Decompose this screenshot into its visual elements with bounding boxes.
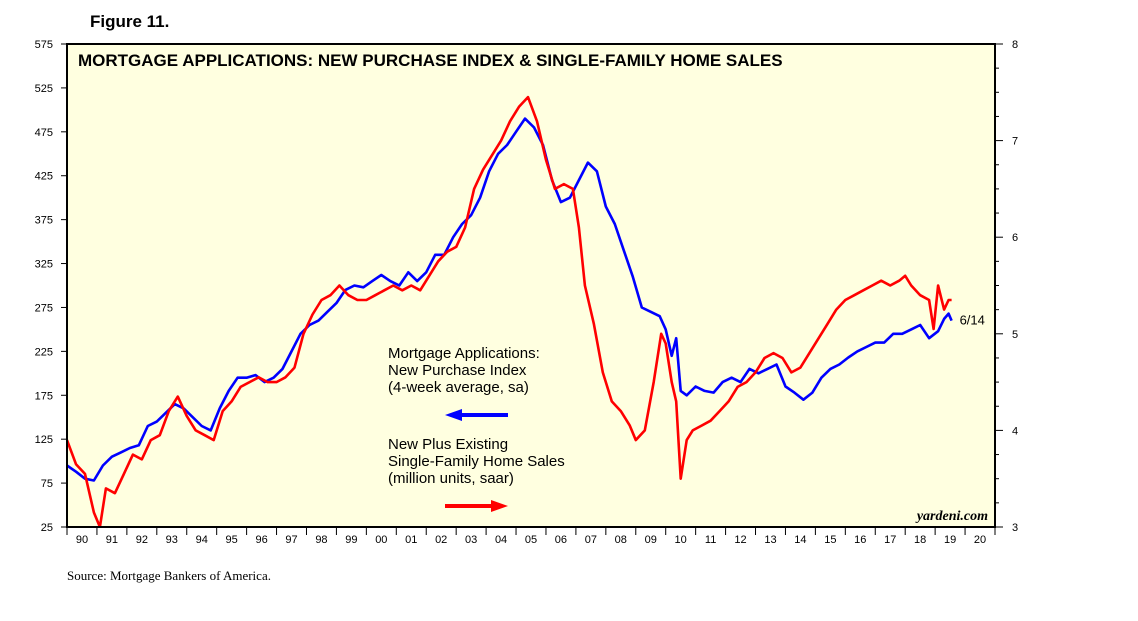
annotation-text: New Plus Existing: [388, 436, 508, 453]
x-tick-label: 99: [345, 534, 357, 546]
series-line-home-sales: [67, 95, 952, 527]
x-tick-label: 14: [794, 534, 806, 546]
annotation-text: Single-Family Home Sales: [388, 453, 565, 470]
x-tick-label: 96: [255, 534, 267, 546]
chart-credit: yardeni.com: [915, 509, 988, 524]
y-left-tick-label: 125: [35, 434, 53, 446]
y-left-tick-label: 275: [35, 302, 53, 314]
y-left-tick-label: 175: [35, 390, 53, 402]
x-tick-label: 94: [196, 534, 208, 546]
x-tick-label: 95: [226, 534, 238, 546]
x-tick-label: 20: [974, 534, 986, 546]
x-tick-label: 04: [495, 534, 507, 546]
y-right-tick-label: 8: [1012, 39, 1018, 51]
y-right-tick-label: 5: [1012, 329, 1018, 341]
x-tick-label: 06: [555, 534, 567, 546]
x-tick-label: 01: [405, 534, 417, 546]
y-left-tick-label: 375: [35, 215, 53, 227]
x-tick-label: 98: [315, 534, 327, 546]
x-tick-label: 92: [136, 534, 148, 546]
x-axis: 90 91 92 93 94 95 96 97 98 99 00 01 02 03 04 05 06 07 08 09…: [66, 527, 996, 546]
x-tick-label: 07: [585, 534, 597, 546]
x-tick-label: 97: [285, 534, 297, 546]
x-tick-label: 18: [914, 534, 926, 546]
x-tick-label: 05: [525, 534, 537, 546]
figure-label: Figure 11.: [90, 12, 170, 31]
right-axis: 3 4 5 6 7 8: [995, 39, 1018, 534]
y-left-tick-label: 525: [35, 83, 53, 95]
y-left-tick-label: 425: [35, 171, 53, 183]
y-left-tick-label: 225: [35, 346, 53, 358]
source-note: Source: Mortgage Bankers of America.: [67, 568, 271, 583]
annotation-arrow-head: [491, 500, 508, 512]
annotation-text: Mortgage Applications:: [388, 345, 540, 362]
x-tick-label: 02: [435, 534, 447, 546]
annotation-text: (4-week average, sa): [388, 379, 529, 396]
y-right-tick-label: 3: [1012, 522, 1018, 534]
y-right-tick-label: 7: [1012, 136, 1018, 148]
annotation-text: New Purchase Index: [388, 362, 527, 379]
x-tick-label: 00: [375, 534, 387, 546]
chart-title: MORTGAGE APPLICATIONS: NEW PURCHASE INDE…: [78, 51, 783, 70]
x-tick-label: 09: [645, 534, 657, 546]
x-tick-label: 93: [166, 534, 178, 546]
y-right-tick-label: 6: [1012, 232, 1018, 244]
x-tick-label: 11: [705, 534, 716, 546]
series-layer: [67, 95, 953, 527]
x-tick-label: 91: [106, 534, 118, 546]
x-tick-label: 90: [76, 534, 88, 546]
x-tick-label: 17: [884, 534, 896, 546]
end-label: 6/14: [960, 313, 985, 328]
left-axis: 25 75 125 175 225 275 325 375 425 475 525 575: [35, 39, 67, 534]
annotation-arrow-head: [445, 409, 462, 421]
x-tick-label: 12: [734, 534, 746, 546]
y-left-tick-label: 575: [35, 39, 53, 51]
annotations: Mortgage Applications:New Purchase Index…: [388, 345, 565, 512]
x-tick-label: 08: [615, 534, 627, 546]
series-line-purchase-index: [67, 117, 953, 482]
x-tick-label: 03: [465, 534, 477, 546]
x-tick-label: 19: [944, 534, 956, 546]
y-left-tick-label: 325: [35, 259, 53, 271]
x-tick-label: 10: [675, 534, 687, 546]
annotation-text: (million units, saar): [388, 470, 514, 487]
x-tick-label: 15: [824, 534, 836, 546]
x-tick-label: 16: [854, 534, 866, 546]
y-left-tick-label: 75: [41, 478, 53, 490]
x-tick-label: 13: [764, 534, 776, 546]
y-left-tick-label: 25: [41, 522, 53, 534]
y-right-tick-label: 4: [1012, 425, 1018, 437]
y-left-tick-label: 475: [35, 127, 53, 139]
